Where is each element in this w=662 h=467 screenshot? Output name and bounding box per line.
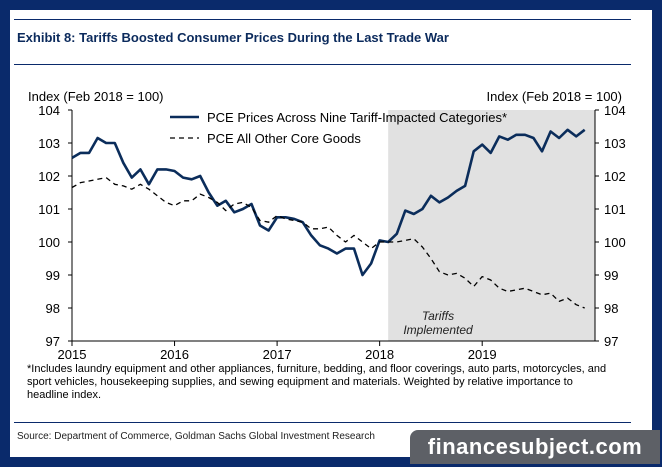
chart-legend: PCE Prices Across Nine Tariff-Impacted C… (170, 110, 507, 146)
source-note: Source: Department of Commerce, Goldman … (17, 431, 375, 442)
x-tick-label: 2018 (365, 347, 394, 362)
y-tick-label-right: 98 (604, 301, 618, 316)
y-tick-label-left: 101 (38, 202, 60, 217)
shaded-region-label-line: Tariffs (422, 309, 454, 323)
tariff-shaded-region (388, 110, 595, 341)
y-tick-label-right: 103 (604, 136, 626, 151)
footer-rule (14, 422, 631, 423)
y-tick-label-left: 103 (38, 136, 60, 151)
y-tick-label-left: 104 (38, 103, 60, 118)
legend-label-2: PCE All Other Core Goods (207, 131, 361, 146)
y-axis-title-left: Index (Feb 2018 = 100) (28, 89, 164, 104)
y-tick-label-right: 100 (604, 235, 626, 250)
x-tick-label: 2019 (468, 347, 497, 362)
x-tick-label: 2016 (160, 347, 189, 362)
legend-label-1: PCE Prices Across Nine Tariff-Impacted C… (207, 110, 507, 125)
chart-axes: 97 97 98 98 99 99 100 100 101 101 102 102 103 103 104 1… (28, 89, 626, 362)
y-tick-label-right: 102 (604, 169, 626, 184)
y-tick-label-right: 99 (604, 268, 618, 283)
y-tick-label-right: 101 (604, 202, 626, 217)
y-tick-label-left: 99 (46, 268, 60, 283)
top-rule (14, 19, 631, 20)
y-tick-label-left: 97 (46, 334, 60, 349)
chart-title: Exhibit 8: Tariffs Boosted Consumer Pric… (17, 30, 449, 45)
y-tick-label-left: 100 (38, 235, 60, 250)
watermark-logo: financesubject.com (410, 430, 660, 464)
y-axis-title-right: Index (Feb 2018 = 100) (486, 89, 622, 104)
y-tick-label-left: 102 (38, 169, 60, 184)
shaded-region-label-line: Implemented (403, 323, 473, 337)
footnote: *Includes laundry equipment and other ap… (27, 363, 607, 401)
x-tick-label: 2017 (263, 347, 292, 362)
y-tick-label-left: 98 (46, 301, 60, 316)
series-line-1 (71, 128, 586, 277)
y-tick-label-right: 104 (604, 103, 626, 118)
series-lines (71, 128, 586, 309)
x-tick-label: 2015 (58, 347, 87, 362)
title-rule (14, 64, 631, 65)
y-tick-label-right: 97 (604, 334, 618, 349)
